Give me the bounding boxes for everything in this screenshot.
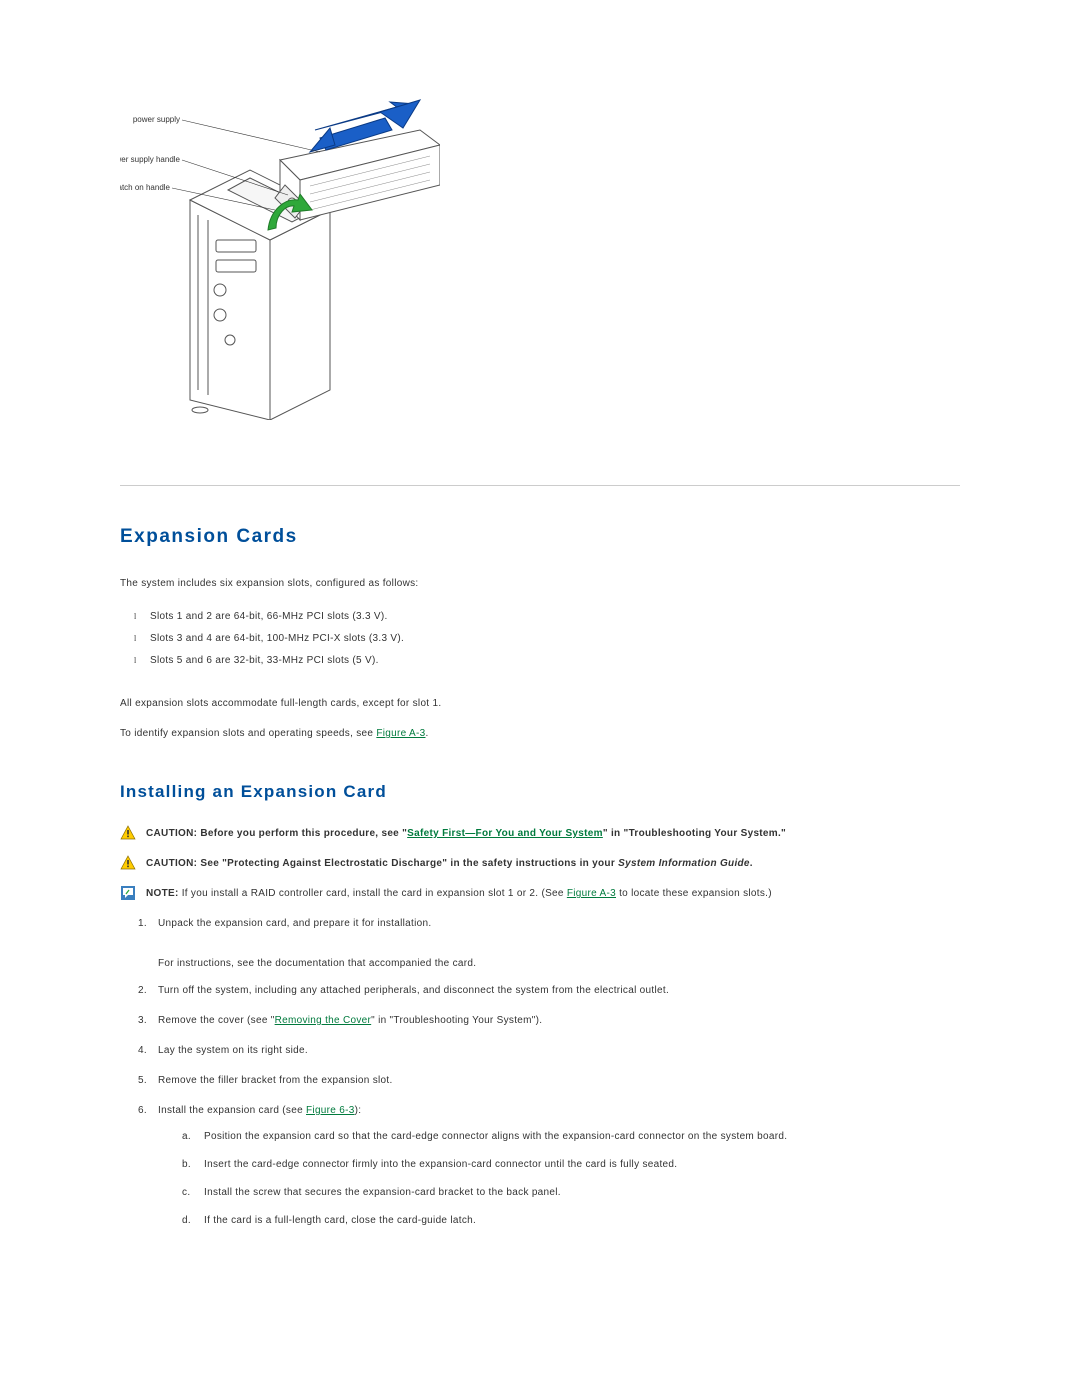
slot-spec-list: Slots 1 and 2 are 64-bit, 66-MHz PCI slo… bbox=[120, 606, 960, 672]
figure-a3-link[interactable]: Figure A-3 bbox=[376, 728, 425, 739]
install-steps: Unpack the expansion card, and prepare i… bbox=[120, 916, 960, 932]
step-1-note: For instructions, see the documentation … bbox=[158, 958, 960, 969]
power-supply-figure: power supply power supply handle catch o… bbox=[120, 90, 960, 425]
install-substeps: Position the expansion card so that the … bbox=[158, 1129, 960, 1229]
substep-d: If the card is a full-length card, close… bbox=[182, 1213, 960, 1229]
slot-spec-item: Slots 1 and 2 are 64-bit, 66-MHz PCI slo… bbox=[150, 606, 960, 628]
full-length-note: All expansion slots accommodate full-len… bbox=[120, 696, 960, 712]
step-5: Remove the filler bracket from the expan… bbox=[138, 1073, 960, 1089]
identify-slots-paragraph: To identify expansion slots and operatin… bbox=[120, 726, 960, 742]
step-2: Turn off the system, including any attac… bbox=[138, 983, 960, 999]
substep-b: Insert the card-edge connector firmly in… bbox=[182, 1157, 960, 1173]
label-power-supply: power supply bbox=[133, 115, 180, 124]
note-icon bbox=[120, 885, 136, 901]
slot-spec-item: Slots 5 and 6 are 32-bit, 33-MHz PCI slo… bbox=[150, 650, 960, 672]
note-raid-controller: NOTE: If you install a RAID controller c… bbox=[120, 886, 960, 902]
figure-a3-link-note[interactable]: Figure A-3 bbox=[567, 888, 616, 899]
label-power-supply-handle: power supply handle bbox=[120, 155, 181, 164]
expansion-cards-heading: Expansion Cards bbox=[120, 526, 960, 548]
install-steps-cont: Turn off the system, including any attac… bbox=[120, 983, 960, 1229]
power-supply-diagram: power supply power supply handle catch o… bbox=[120, 90, 440, 420]
figure-6-3-link[interactable]: Figure 6-3 bbox=[306, 1105, 355, 1116]
caution-icon bbox=[120, 825, 136, 841]
substep-c: Install the screw that secures the expan… bbox=[182, 1185, 960, 1201]
step-6: Install the expansion card (see Figure 6… bbox=[138, 1103, 960, 1229]
step-1: Unpack the expansion card, and prepare i… bbox=[138, 916, 960, 932]
caution-esd: CAUTION: See "Protecting Against Electro… bbox=[120, 856, 960, 872]
label-catch-on-handle: catch on handle bbox=[120, 183, 171, 192]
caution-safety-first: CAUTION: Before you perform this procedu… bbox=[120, 826, 960, 842]
step-4: Lay the system on its right side. bbox=[138, 1043, 960, 1059]
safety-first-link[interactable]: Safety First—For You and Your System bbox=[407, 828, 603, 839]
substep-a: Position the expansion card so that the … bbox=[182, 1129, 960, 1145]
caution-icon bbox=[120, 855, 136, 871]
step-3: Remove the cover (see "Removing the Cove… bbox=[138, 1013, 960, 1029]
removing-cover-link[interactable]: Removing the Cover bbox=[275, 1015, 372, 1026]
expansion-intro: The system includes six expansion slots,… bbox=[120, 576, 960, 592]
slot-spec-item: Slots 3 and 4 are 64-bit, 100-MHz PCI-X … bbox=[150, 628, 960, 650]
section-divider bbox=[120, 485, 960, 486]
installing-expansion-card-heading: Installing an Expansion Card bbox=[120, 782, 960, 802]
